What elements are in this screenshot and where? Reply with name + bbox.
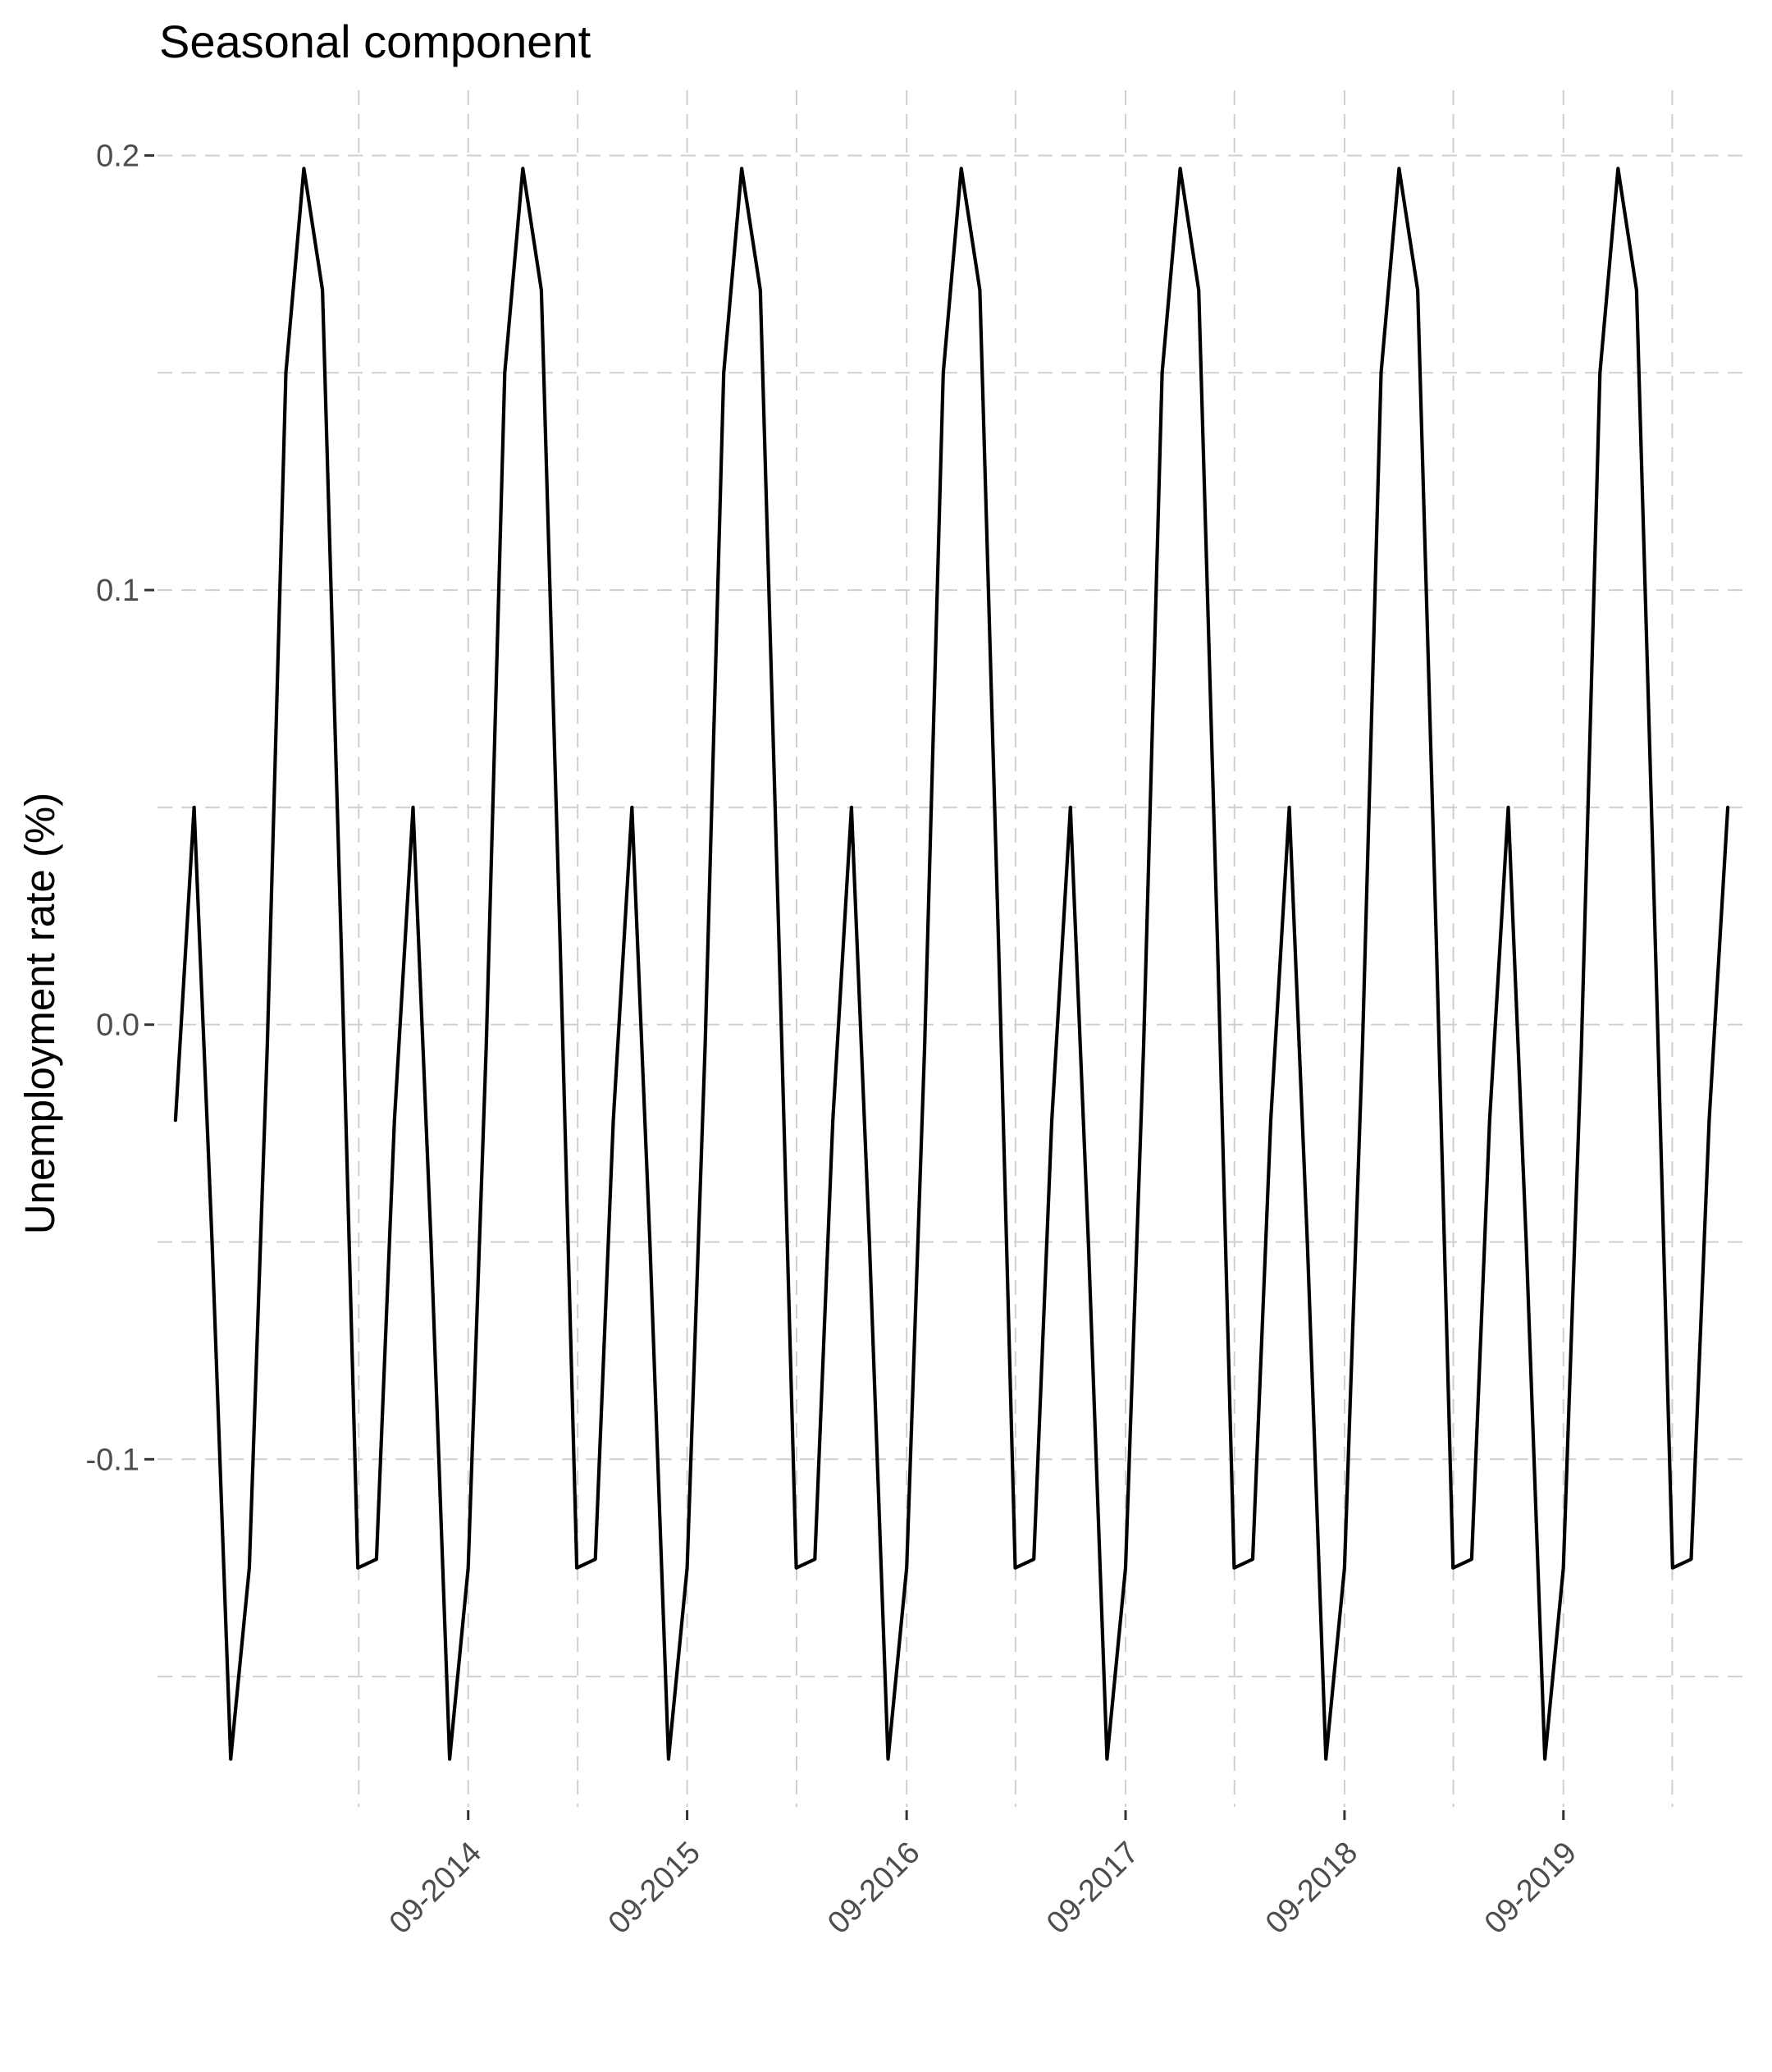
- x-tick-label: 09-2018: [1259, 1836, 1364, 1941]
- chart-title: Seasonal component: [159, 16, 591, 67]
- x-axis-tick-labels: 09-2014 09-2015 09-2016 09-2017 09-2018 09-20…: [383, 1836, 1583, 1941]
- y-axis-tick-labels: 0.2 0.1 0.0 -0.1: [86, 139, 139, 1477]
- seasonal-series-line: [173, 167, 1730, 1761]
- y-tick-label: 0.0: [96, 1009, 139, 1043]
- x-tick-label: 09-2016: [821, 1836, 926, 1941]
- x-tick-label: 09-2017: [1040, 1836, 1145, 1941]
- axis-ticks: [144, 153, 1565, 1820]
- minor-gridlines: [158, 90, 1746, 1807]
- x-tick-label: 09-2015: [602, 1836, 707, 1941]
- x-tick-label: 09-2019: [1478, 1836, 1583, 1941]
- x-tick-label: 09-2014: [383, 1836, 488, 1941]
- y-tick-label: -0.1: [86, 1443, 139, 1477]
- y-axis-label: Unemployment rate (%): [16, 793, 63, 1235]
- y-tick-label: 0.1: [96, 574, 139, 608]
- y-tick-label: 0.2: [96, 139, 139, 173]
- major-gridlines: [158, 90, 1746, 1807]
